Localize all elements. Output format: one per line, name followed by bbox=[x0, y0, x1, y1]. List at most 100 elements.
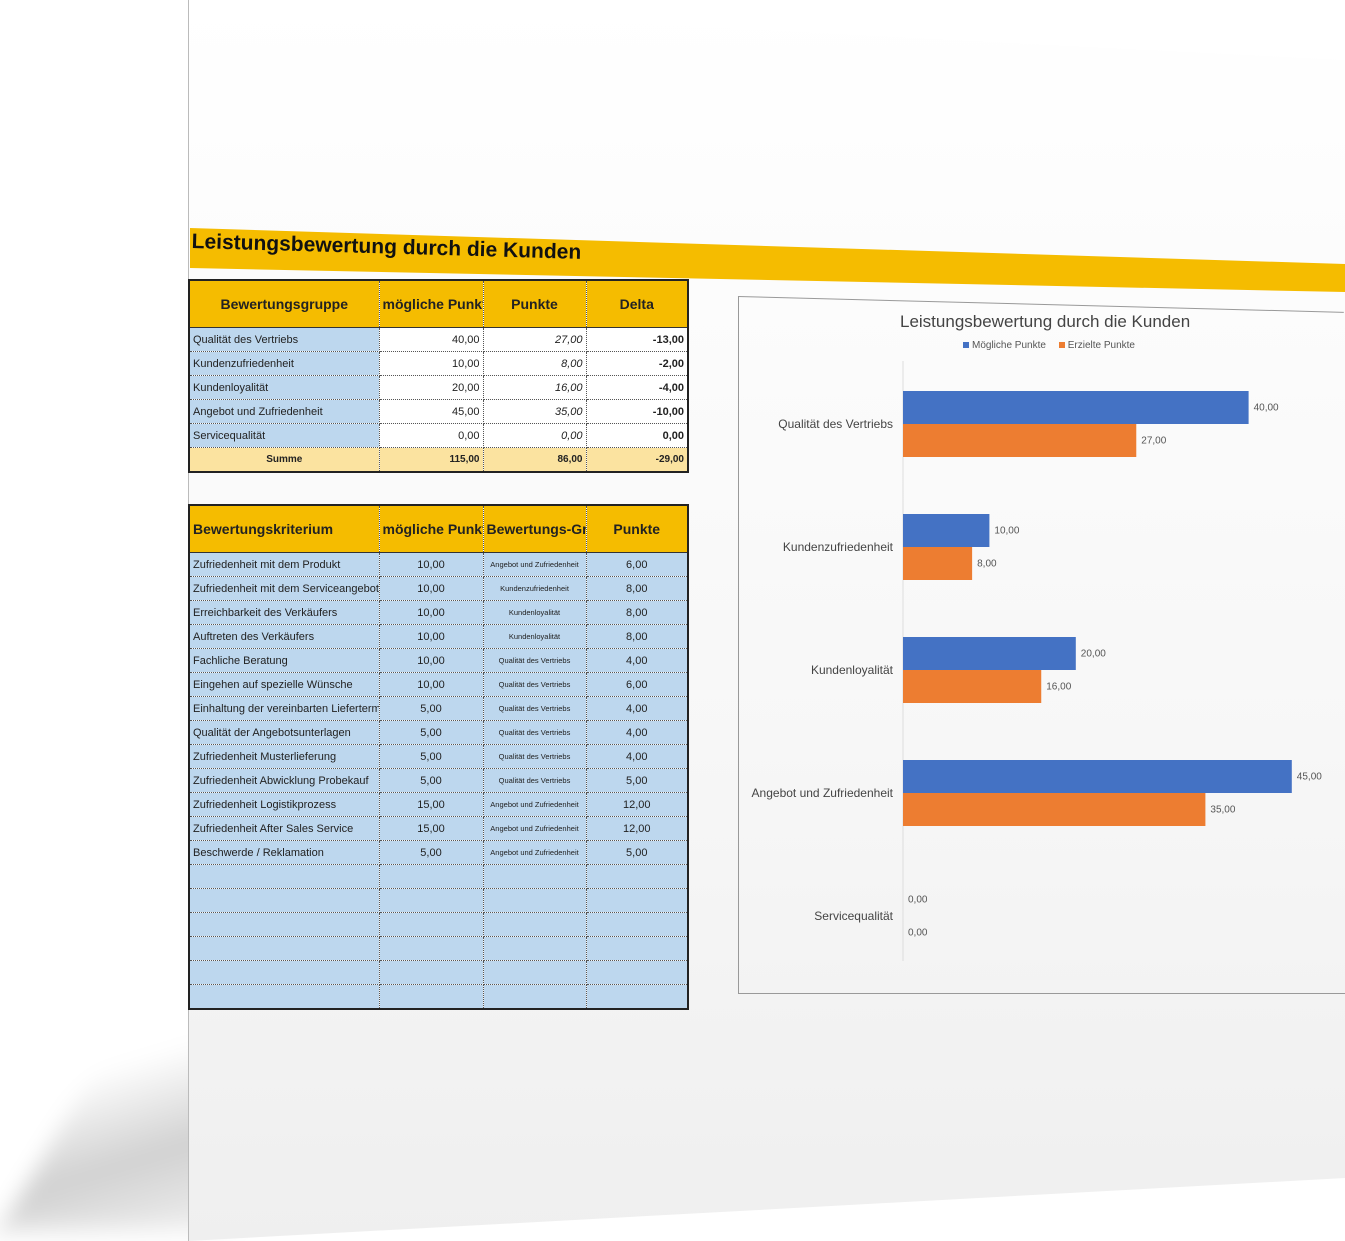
table-header-row: Bewertungsgruppe mögliche Punkte Punkte … bbox=[189, 280, 689, 328]
group-name-cell: Servicequalität bbox=[189, 423, 380, 448]
group-cell: Kundenloyalität bbox=[483, 600, 587, 625]
table-row: Auftreten des Verkäufers 10,00 Kundenloyal… bbox=[189, 624, 689, 649]
group-cell: Angebot und Zufriedenheit bbox=[483, 552, 587, 577]
header-bewertungskriterium: Bewertungskriterium bbox=[189, 505, 380, 553]
points-cell: 8,00 bbox=[586, 624, 689, 649]
points-cell: 8,00 bbox=[586, 576, 689, 601]
bar-chart: Qualität des Vertriebs 40,00 27,00 Kundenzu… bbox=[752, 361, 1322, 961]
table-row: Zufriedenheit After Sales Service 15,00 An… bbox=[189, 816, 689, 841]
table-row: Beschwerde / Reklamation 5,00 Angebot und … bbox=[189, 840, 689, 865]
empty-row bbox=[189, 936, 689, 961]
empty-cell bbox=[586, 864, 689, 889]
empty-cell bbox=[483, 960, 587, 985]
empty-cell bbox=[379, 936, 484, 961]
bar-moegliche-punkte bbox=[903, 391, 1249, 424]
bar-erzielte-punkte bbox=[903, 547, 973, 580]
group-name-cell: Kundenzufriedenheit bbox=[189, 351, 380, 376]
data-label: 27,00 bbox=[1141, 436, 1166, 447]
category-tick-label: Kundenloyalität bbox=[811, 663, 894, 677]
criterion-name-cell: Fachliche Beratung bbox=[189, 648, 380, 673]
bar-erzielte-punkte bbox=[903, 670, 1042, 703]
table-row: Kundenloyalität 20,00 16,00 -4,00 bbox=[189, 375, 689, 400]
legend-label: Erzielte Punkte bbox=[1067, 340, 1135, 351]
criterion-name-cell: Erreichbarkeit des Verkäufers bbox=[189, 600, 380, 625]
header-punkte: Punkte bbox=[586, 505, 689, 553]
points-cell: 6,00 bbox=[586, 552, 689, 577]
points-cell: 4,00 bbox=[586, 696, 689, 721]
empty-cell bbox=[586, 936, 689, 961]
possible-points-cell: 15,00 bbox=[379, 816, 484, 841]
empty-cell bbox=[189, 960, 380, 985]
empty-cell bbox=[483, 984, 587, 1010]
table-row: Zufriedenheit mit dem Produkt 10,00 Angebo… bbox=[189, 552, 689, 577]
data-label: 20,00 bbox=[1081, 649, 1106, 660]
possible-points-cell: 10,00 bbox=[379, 600, 484, 625]
points-cell: 12,00 bbox=[586, 816, 689, 841]
criterion-name-cell: Zufriedenheit mit dem Produkt bbox=[189, 552, 380, 577]
possible-points-cell: 5,00 bbox=[379, 744, 484, 769]
table-row: Qualität der Angebotsunterlagen 5,00 Quali… bbox=[189, 720, 689, 745]
criterion-name-cell: Beschwerde / Reklamation bbox=[189, 840, 380, 865]
empty-cell bbox=[189, 888, 380, 913]
legend-item-moegliche: Mögliche Punkte bbox=[963, 340, 1046, 351]
empty-cell bbox=[586, 912, 689, 937]
sum-label-cell: Summe bbox=[189, 447, 380, 473]
criterion-name-cell: Zufriedenheit After Sales Service bbox=[189, 816, 380, 841]
empty-cell bbox=[189, 984, 380, 1010]
chart-legend: Mögliche Punkte Erzielte Punkte bbox=[963, 340, 1145, 351]
criterion-name-cell: Zufriedenheit Musterlieferung bbox=[189, 744, 380, 769]
criterion-name-cell: Zufriedenheit Abwicklung Probekauf bbox=[189, 768, 380, 793]
table-row: Eingehen auf spezielle Wünsche 10,00 Quali… bbox=[189, 672, 689, 697]
data-label: 35,00 bbox=[1210, 805, 1235, 816]
table-header-row: Bewertungskriterium mögliche Punkte Bewe… bbox=[189, 505, 689, 553]
criterion-name-cell: Einhaltung der vereinbarten Liefertermin bbox=[189, 696, 380, 721]
group-cell: Qualität des Vertriebs bbox=[483, 672, 587, 697]
points-cell: 4,00 bbox=[586, 744, 689, 769]
points-cell: 27,00 bbox=[483, 327, 587, 352]
criterion-name-cell: Zufriedenheit Logistikprozess bbox=[189, 792, 380, 817]
bar-erzielte-punkte bbox=[903, 424, 1137, 457]
table-row: Zufriedenheit mit dem Serviceangebot 10,0… bbox=[189, 576, 689, 601]
data-label: 0,00 bbox=[908, 928, 928, 939]
sum-points-cell: 86,00 bbox=[483, 447, 587, 473]
empty-cell bbox=[189, 936, 380, 961]
possible-points-cell: 10,00 bbox=[379, 351, 484, 376]
possible-points-cell: 10,00 bbox=[379, 672, 484, 697]
legend-label: Mögliche Punkte bbox=[972, 340, 1046, 351]
group-name-cell: Kundenloyalität bbox=[189, 375, 380, 400]
points-cell: 4,00 bbox=[586, 648, 689, 673]
sum-delta-cell: -29,00 bbox=[586, 447, 689, 473]
group-cell: Qualität des Vertriebs bbox=[483, 744, 587, 769]
empty-cell bbox=[379, 912, 484, 937]
group-cell: Qualität des Vertriebs bbox=[483, 696, 587, 721]
possible-points-cell: 45,00 bbox=[379, 399, 484, 424]
possible-points-cell: 15,00 bbox=[379, 792, 484, 817]
delta-cell: -4,00 bbox=[586, 375, 689, 400]
category-tick-label: Qualität des Vertriebs bbox=[778, 417, 893, 431]
category-tick-label: Angebot und Zufriedenheit bbox=[752, 786, 894, 800]
header-punkte: Punkte bbox=[483, 280, 587, 328]
criterion-name-cell: Eingehen auf spezielle Wünsche bbox=[189, 672, 380, 697]
group-name-cell: Angebot und Zufriedenheit bbox=[189, 399, 380, 424]
table-row: Kundenzufriedenheit 10,00 8,00 -2,00 bbox=[189, 351, 689, 376]
empty-cell bbox=[379, 864, 484, 889]
points-cell: 8,00 bbox=[586, 600, 689, 625]
chart-title: Leistungsbewertung durch die Kunden bbox=[900, 312, 1191, 331]
empty-cell bbox=[483, 888, 587, 913]
empty-row bbox=[189, 864, 689, 889]
chart-frame bbox=[738, 296, 1345, 994]
header-delta: Delta bbox=[586, 280, 689, 328]
group-cell: Kundenzufriedenheit bbox=[483, 576, 587, 601]
data-label: 10,00 bbox=[994, 526, 1019, 537]
bar-moegliche-punkte bbox=[903, 760, 1292, 793]
header-moegliche-punkte: mögliche Punkte bbox=[379, 505, 484, 553]
empty-cell bbox=[379, 960, 484, 985]
delta-cell: -10,00 bbox=[586, 399, 689, 424]
group-cell: Kundenloyalität bbox=[483, 624, 587, 649]
criterion-name-cell: Zufriedenheit mit dem Serviceangebot bbox=[189, 576, 380, 601]
table-row: Zufriedenheit Abwicklung Probekauf 5,00 Qu… bbox=[189, 768, 689, 793]
group-cell: Qualität des Vertriebs bbox=[483, 720, 587, 745]
group-cell: Qualität des Vertriebs bbox=[483, 648, 587, 673]
empty-cell bbox=[379, 984, 484, 1010]
empty-cell bbox=[586, 984, 689, 1010]
